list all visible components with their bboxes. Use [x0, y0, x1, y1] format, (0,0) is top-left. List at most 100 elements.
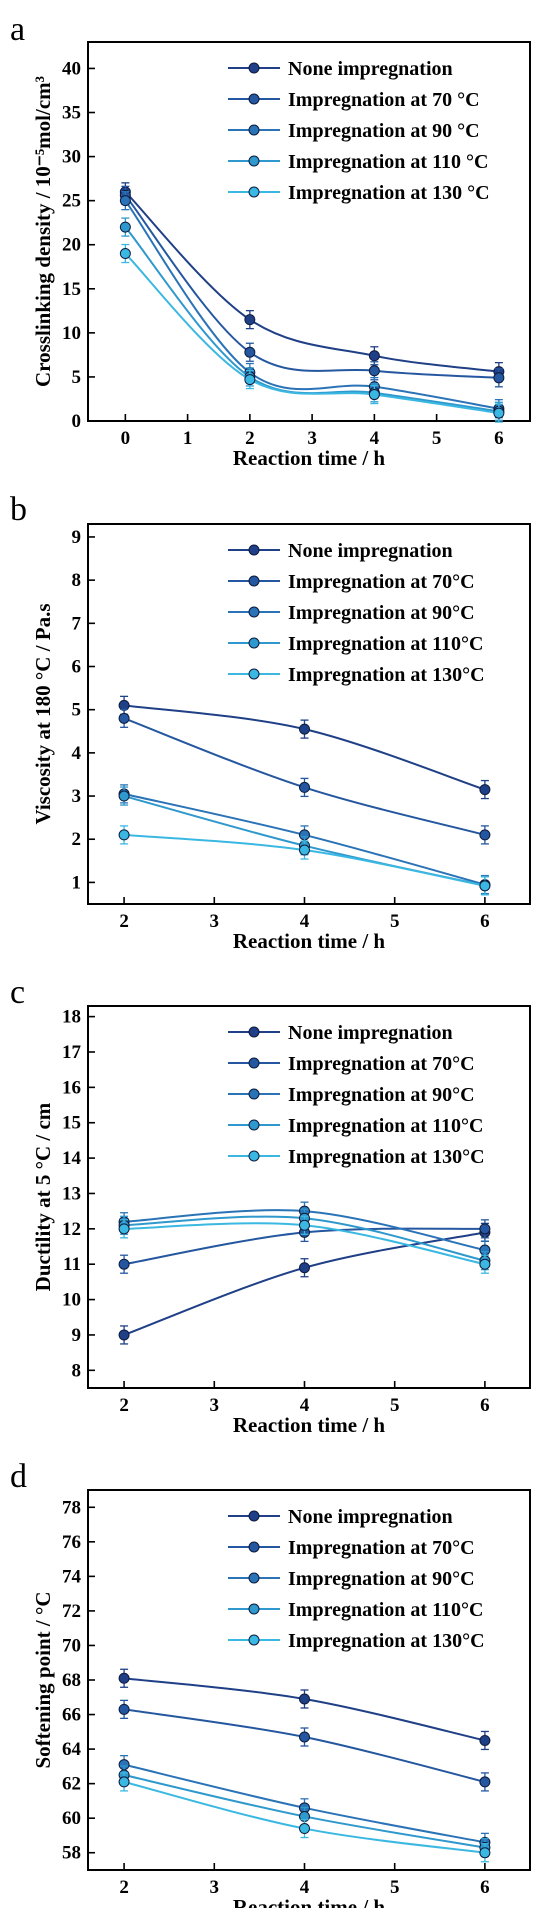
legend-item: Impregnation at 70°C	[228, 1537, 475, 1559]
x-tick-label: 5	[432, 428, 442, 449]
legend-label: Impregnation at 70°C	[288, 1537, 475, 1559]
data-point	[298, 723, 310, 735]
legend-label: Impregnation at 70°C	[288, 1053, 475, 1075]
series-line	[123, 1231, 486, 1336]
y-tick-label: 12	[62, 1219, 81, 1240]
x-tick-label: 6	[480, 1877, 490, 1898]
x-tick-label: 5	[390, 1395, 400, 1416]
x-tick-label: 5	[390, 1877, 400, 1898]
y-tick-label: 11	[63, 1254, 81, 1275]
legend-item: Impregnation at 110°C	[228, 633, 483, 655]
series-2	[119, 185, 505, 388]
legend-label: Impregnation at 110°C	[288, 1115, 483, 1137]
y-tick-label: 40	[62, 58, 81, 79]
x-tick-label: 4	[300, 1395, 310, 1416]
legend-item: Impregnation at 130°C	[228, 1146, 485, 1168]
y-tick-label: 35	[62, 103, 81, 124]
data-point	[244, 346, 256, 358]
legend-label: Impregnation at 130°C	[288, 1146, 485, 1168]
data-point	[368, 389, 380, 401]
legend-label: None impregnation	[288, 58, 453, 80]
data-point	[118, 1703, 130, 1715]
data-point	[493, 372, 505, 384]
data-point	[298, 781, 310, 793]
panel-letter-b: b	[10, 491, 27, 528]
y-tick-label: 78	[62, 1497, 81, 1518]
x-tick-label: 0	[121, 428, 131, 449]
y-tick-label: 3	[72, 786, 82, 807]
legend-item: None impregnation	[228, 540, 453, 562]
legend-item: Impregnation at 110°C	[228, 1115, 483, 1137]
series-line	[123, 704, 486, 791]
data-point	[118, 712, 130, 724]
legend-swatch-marker	[248, 155, 260, 167]
data-point	[118, 1776, 130, 1788]
x-axis-title: Reaction time / h	[233, 1413, 386, 1437]
legend-swatch-marker	[248, 1572, 260, 1584]
y-tick-label: 14	[62, 1148, 82, 1169]
series-line	[124, 252, 500, 415]
legend-item: Impregnation at 130°C	[228, 664, 485, 686]
x-tick-label: 2	[119, 1877, 129, 1898]
y-tick-label: 18	[62, 1007, 81, 1028]
panel-letter-d: d	[10, 1458, 27, 1495]
legend-label: Impregnation at 70°C	[288, 571, 475, 593]
y-axis-title: Softening point / °C	[31, 1591, 55, 1768]
legend-item: Impregnation at 130 °C	[228, 182, 490, 204]
y-tick-label: 9	[72, 527, 82, 548]
legend: None impregnation Impregnation at 70 °C Im…	[228, 58, 490, 204]
data-point	[479, 784, 491, 796]
y-tick-label: 4	[72, 743, 82, 764]
data-point	[479, 829, 491, 841]
legend-item: Impregnation at 70°C	[228, 1053, 475, 1075]
x-tick-label: 3	[307, 428, 317, 449]
data-point	[244, 314, 256, 326]
series-line	[124, 200, 500, 410]
y-axis-title: Crosslinking density / 10⁻⁵mol/cm³	[31, 76, 55, 387]
data-point	[118, 1672, 130, 1684]
legend-item: Impregnation at 90 °C	[228, 120, 480, 142]
legend-swatch-marker	[248, 668, 260, 680]
panel-letter-c: c	[10, 974, 25, 1011]
y-axis-title: Viscosity at 180 °C / Pa.s	[31, 603, 55, 824]
y-tick-label: 5	[72, 700, 82, 721]
y-tick-label: 15	[62, 279, 81, 300]
x-tick-label: 4	[300, 1877, 310, 1898]
x-tick-label: 6	[480, 1395, 490, 1416]
y-tick-label: 74	[62, 1566, 82, 1587]
series-1	[118, 1668, 491, 1751]
legend-swatch-marker	[248, 1510, 260, 1522]
y-tick-label: 5	[72, 367, 82, 388]
legend-swatch-marker	[248, 1057, 260, 1069]
legend-label: None impregnation	[288, 1022, 453, 1044]
series-5	[119, 243, 505, 423]
legend-swatch-marker	[248, 575, 260, 587]
legend-swatch-marker	[248, 1541, 260, 1553]
series-5	[118, 825, 491, 896]
legend-label: Impregnation at 110°C	[288, 633, 483, 655]
y-axis-title: Ductility at 5 °C / cm	[31, 1102, 55, 1291]
series-4	[119, 217, 505, 421]
y-tick-label: 20	[62, 235, 81, 256]
y-tick-label: 7	[72, 613, 82, 634]
data-point	[479, 1847, 491, 1859]
x-tick-label: 3	[210, 1395, 220, 1416]
legend-item: Impregnation at 110 °C	[228, 151, 488, 173]
legend: None impregnation Impregnation at 70°C Imp…	[228, 1022, 485, 1168]
legend-swatch-marker	[248, 1119, 260, 1131]
data-point	[118, 1223, 130, 1235]
legend-swatch-marker	[248, 93, 260, 105]
y-tick-label: 25	[62, 191, 81, 212]
y-tick-label: 72	[62, 1601, 81, 1622]
x-tick-label: 2	[245, 428, 255, 449]
x-axis-title: Reaction time / h	[233, 1895, 386, 1908]
legend-swatch-marker	[248, 1634, 260, 1646]
data-point	[119, 195, 131, 207]
data-point	[298, 1693, 310, 1705]
y-tick-label: 60	[62, 1808, 81, 1829]
panel-letter-a: a	[10, 11, 25, 48]
data-point	[118, 829, 130, 841]
x-tick-label: 3	[210, 1877, 220, 1898]
y-tick-label: 1	[72, 872, 82, 893]
